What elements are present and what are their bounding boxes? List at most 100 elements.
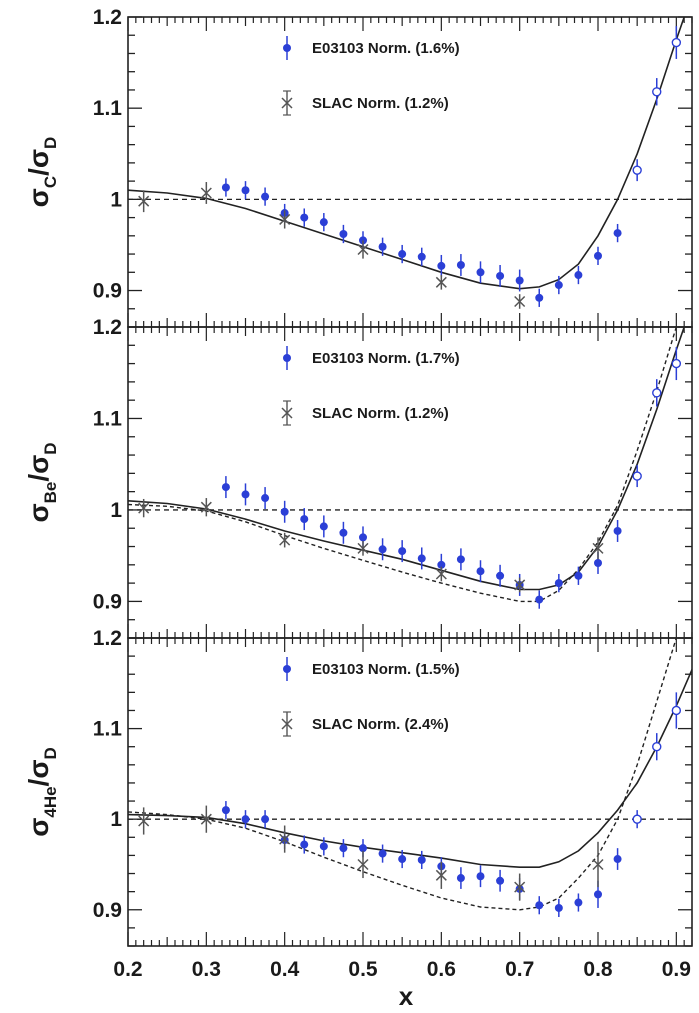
y-axis-label-part: D (41, 137, 60, 149)
data-point-e03103 (554, 281, 563, 290)
legend-label: SLAC Norm. (2.4%) (312, 716, 449, 733)
y-axis-label-part: D (41, 442, 60, 454)
data-point-e03103 (456, 874, 465, 883)
y-tick-label: 1 (110, 188, 122, 211)
data-point-slac (138, 815, 150, 827)
x-tick-label: 0.4 (270, 958, 300, 981)
model-curve-solid (128, 667, 692, 868)
legend-marker-e03103 (283, 665, 291, 673)
y-tick-label: 1 (110, 808, 122, 831)
data-point-e03103 (339, 844, 348, 853)
data-point-slac (200, 813, 212, 825)
data-point-e03103 (359, 844, 367, 853)
data-point-e03103 (261, 192, 270, 201)
data-point-e03103 (535, 595, 544, 604)
data-point-slac (279, 534, 291, 546)
data-point-e03103 (476, 567, 485, 576)
panel-3: 0.9 1 1.1 1.2 E03103 Norm. (1.5%) SLAC Norm. … (23, 627, 693, 947)
legend-label: SLAC Norm. (1.2%) (312, 405, 449, 422)
data-point-e03103 (398, 547, 407, 556)
data-point-e03103 (535, 293, 544, 302)
y-axis-label-part: C (41, 176, 60, 188)
data-point-e03103 (300, 840, 309, 849)
y-axis-label: σBe/σD (23, 442, 60, 522)
data-point-slac (200, 187, 212, 199)
panel-1: 0.9 1 1.1 1.2 E03103 Norm. (1.6%) SLAC Norm. … (23, 6, 693, 328)
data-point-e03103-open (652, 742, 662, 752)
data-point-e03103 (496, 876, 505, 885)
legend-marker-slac (281, 718, 293, 730)
x-tick-label: 0.7 (505, 958, 534, 981)
y-tick-label: 1.2 (93, 627, 122, 650)
data-point-e03103 (241, 186, 250, 195)
data-point-e03103 (613, 526, 622, 535)
data-point-e03103 (594, 558, 602, 567)
data-point-e03103 (241, 815, 250, 824)
y-axis-label-part: /σ (23, 760, 54, 787)
data-point-e03103 (496, 571, 505, 580)
data-point-slac (435, 568, 447, 580)
data-point-e03103-open (652, 388, 662, 398)
legend-marker-slac (281, 97, 293, 109)
data-point-e03103 (456, 261, 465, 269)
model-curve-dashed (128, 638, 677, 911)
legend-label: E03103 Norm. (1.7%) (312, 350, 460, 367)
data-point-e03103 (594, 890, 602, 899)
y-axis-label-part: σ (23, 503, 54, 522)
data-point-e03103 (319, 842, 328, 851)
model-curve-solid (128, 17, 685, 290)
data-point-e03103 (300, 213, 309, 222)
x-tick-label: 0.9 (662, 958, 691, 981)
data-point-e03103-open (671, 37, 682, 48)
data-point-e03103 (476, 268, 485, 277)
data-point-e03103 (417, 855, 426, 864)
y-axis-label: σC/σD (23, 137, 60, 208)
y-tick-label: 1.1 (93, 97, 123, 120)
data-point-e03103 (221, 483, 230, 492)
model-curve-dashed (128, 327, 677, 603)
data-point-slac (357, 542, 369, 554)
data-point-slac (514, 579, 526, 591)
data-point-e03103 (574, 898, 583, 907)
y-axis-label: σ4He/σD (23, 747, 60, 837)
data-point-e03103 (456, 555, 465, 564)
data-point-slac (357, 858, 369, 871)
data-point-e03103 (437, 560, 446, 569)
y-tick-label: 1.1 (93, 718, 123, 741)
y-tick-label: 1.1 (93, 407, 123, 430)
data-point-slac (200, 501, 212, 513)
data-point-e03103 (574, 271, 583, 280)
legend-label: E03103 Norm. (1.5%) (312, 661, 460, 678)
x-tick-label: 0.2 (113, 958, 142, 981)
data-point-e03103 (339, 230, 348, 238)
y-axis-label-part: σ (23, 818, 54, 837)
panels-layer: 0.9 1 1.1 1.2 E03103 Norm. (1.6%) SLAC Norm. … (23, 6, 693, 981)
x-tick-label: 0.5 (348, 958, 378, 981)
data-point-e03103 (476, 872, 485, 881)
data-point-e03103 (378, 242, 387, 251)
data-point-slac (357, 243, 369, 256)
data-point-e03103 (515, 276, 524, 285)
y-axis-label-part: /σ (23, 455, 54, 482)
legend-label: SLAC Norm. (1.2%) (312, 95, 449, 112)
data-point-e03103 (535, 901, 544, 910)
data-point-slac (279, 213, 291, 225)
data-point-slac (435, 869, 447, 881)
y-tick-label: 1 (110, 499, 122, 522)
data-point-e03103 (417, 554, 426, 563)
data-point-e03103 (359, 533, 367, 542)
data-point-e03103 (417, 252, 426, 261)
data-point-e03103 (398, 250, 407, 259)
y-tick-label: 0.9 (93, 899, 122, 922)
y-tick-label: 0.9 (93, 590, 122, 613)
legend-marker-e03103 (283, 44, 291, 52)
data-point-e03103-open (632, 814, 642, 824)
data-point-e03103 (339, 528, 348, 537)
y-tick-label: 0.9 (93, 280, 122, 303)
data-point-e03103 (378, 545, 387, 554)
data-point-slac (514, 295, 526, 308)
data-point-e03103 (221, 183, 230, 192)
data-point-e03103 (319, 218, 328, 227)
data-point-e03103 (574, 571, 583, 580)
data-point-e03103 (319, 522, 328, 531)
